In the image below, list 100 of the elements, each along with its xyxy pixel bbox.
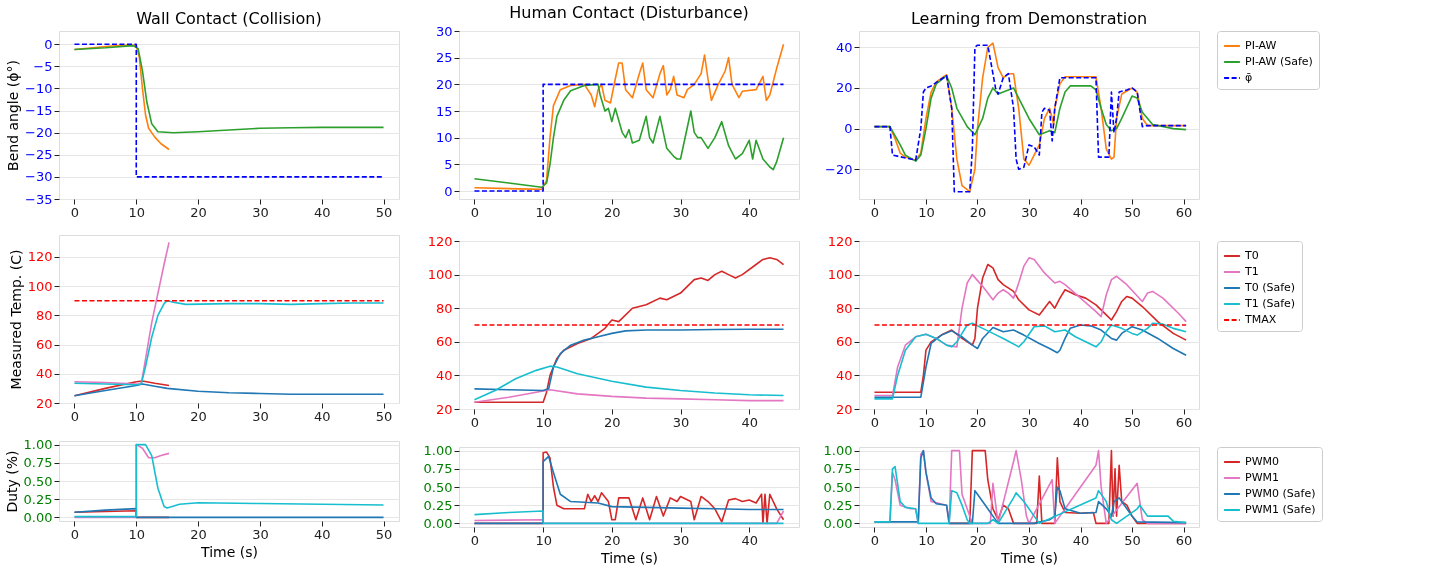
x-tick-label: 20 <box>190 204 207 220</box>
legend-label: T0 (Safe) <box>1244 281 1296 294</box>
x-tick-label: 30 <box>672 204 690 220</box>
chart-title: Wall Contact (Collision) <box>136 9 322 28</box>
legend-label: PWM1 (Safe) <box>1245 503 1316 516</box>
x-tick-label: 0 <box>470 532 480 548</box>
y-tick-label: 20 <box>835 80 853 96</box>
x-tick-label: 30 <box>252 408 269 424</box>
y-tick-label: 60 <box>35 337 53 353</box>
x-tick-label: 40 <box>1072 414 1090 430</box>
y-tick-label: 0.75 <box>823 461 853 477</box>
x-tick-label: 0 <box>70 526 80 542</box>
y-tick-label: −10 <box>25 80 53 96</box>
legend-label: φ̄ <box>1245 71 1253 84</box>
y-tick-label: 0 <box>444 183 453 199</box>
y-axis-title: Bend angle (ϕ°) <box>5 60 22 171</box>
x-tick-label: 0 <box>70 204 80 220</box>
x-tick-label: 50 <box>1124 414 1141 430</box>
x-tick-label: 20 <box>190 526 207 542</box>
x-tick-label: 30 <box>672 532 690 548</box>
y-tick-label: 1.00 <box>423 443 453 459</box>
y-tick-label: 0 <box>844 121 853 137</box>
chart-title: Human Contact (Disturbance) <box>509 3 749 22</box>
y-tick-label: 0.75 <box>23 455 53 471</box>
x-tick-label: 60 <box>1175 532 1193 548</box>
y-tick-label: 100 <box>27 278 53 294</box>
x-tick-label: 50 <box>375 408 393 424</box>
y-axis-title: Duty (%) <box>3 450 20 513</box>
x-tick-label: 10 <box>918 204 935 220</box>
y-tick-label: −35 <box>25 191 53 207</box>
legend-label: T0 <box>1244 249 1259 262</box>
x-tick-label: 40 <box>313 204 331 220</box>
x-tick-label: 10 <box>128 526 146 542</box>
x-tick-label: 20 <box>604 204 621 220</box>
y-tick-label: −20 <box>25 125 53 141</box>
y-tick-label: 10 <box>435 130 453 146</box>
y-tick-label: 0.25 <box>423 497 453 513</box>
legend-label: TMAX <box>1244 313 1277 326</box>
y-tick-label: 30 <box>435 23 453 39</box>
x-tick-label: 10 <box>535 414 552 430</box>
x-tick-label: 40 <box>1072 204 1090 220</box>
y-tick-label: 0.75 <box>423 461 453 477</box>
x-tick-label: 30 <box>252 204 269 220</box>
y-tick-label: 0.50 <box>823 479 853 495</box>
x-tick-label: 30 <box>1021 532 1038 548</box>
x-tick-label: 40 <box>741 204 758 220</box>
y-tick-label: 40 <box>435 367 453 383</box>
y-tick-label: 15 <box>435 103 453 119</box>
x-tick-label: 10 <box>128 204 146 220</box>
y-tick-label: 60 <box>835 334 853 350</box>
y-tick-label: 120 <box>27 249 53 265</box>
x-tick-label: 0 <box>470 414 480 430</box>
x-tick-label: 20 <box>604 532 621 548</box>
x-tick-label: 40 <box>313 408 331 424</box>
y-tick-label: 5 <box>444 156 453 172</box>
y-tick-label: 0.50 <box>23 473 53 489</box>
y-tick-label: −30 <box>25 169 53 185</box>
x-tick-label: 50 <box>375 204 393 220</box>
y-tick-label: 120 <box>827 233 853 249</box>
y-tick-label: 0.00 <box>823 515 853 531</box>
legend-label: PWM0 <box>1245 455 1279 468</box>
y-tick-label: 1.00 <box>823 443 853 459</box>
x-tick-label: 0 <box>870 532 880 548</box>
x-tick-label: 0 <box>870 204 880 220</box>
y-tick-label: 100 <box>827 267 853 283</box>
x-tick-label: 10 <box>535 204 552 220</box>
y-tick-label: 20 <box>35 395 53 411</box>
x-axis-title: Time (s) <box>200 543 258 560</box>
legend-label: PI-AW <box>1245 39 1277 52</box>
x-tick-label: 20 <box>604 414 621 430</box>
x-axis-title: Time (s) <box>600 549 658 566</box>
y-tick-label: 0.25 <box>23 491 53 507</box>
y-tick-label: 0 <box>44 36 53 52</box>
x-axis-title: Time (s) <box>1000 549 1058 566</box>
y-tick-label: 120 <box>427 233 453 249</box>
x-tick-label: 40 <box>741 414 758 430</box>
legend-label: T1 <box>1244 265 1259 278</box>
x-tick-label: 40 <box>741 532 758 548</box>
x-tick-label: 0 <box>870 414 880 430</box>
y-tick-label: 0.00 <box>423 515 453 531</box>
chart-title: Learning from Demonstration <box>910 8 1148 28</box>
x-tick-label: 50 <box>1124 204 1141 220</box>
legend-label: PI-AW (Safe) <box>1245 55 1313 68</box>
x-tick-label: 40 <box>1072 532 1090 548</box>
x-tick-label: 10 <box>128 408 146 424</box>
x-tick-label: 30 <box>252 526 269 542</box>
x-tick-label: 20 <box>969 204 987 220</box>
x-tick-label: 10 <box>918 532 935 548</box>
y-tick-label: 100 <box>427 267 453 283</box>
y-tick-label: 40 <box>835 39 853 55</box>
x-tick-label: 10 <box>535 532 552 548</box>
y-tick-label: 60 <box>435 334 453 350</box>
y-tick-label: 40 <box>835 367 853 383</box>
x-tick-label: 50 <box>375 526 393 542</box>
y-tick-label: 80 <box>435 300 453 316</box>
y-tick-label: 80 <box>35 307 53 323</box>
y-tick-label: 0.00 <box>23 509 53 525</box>
x-tick-label: 0 <box>70 408 80 424</box>
y-tick-label: −5 <box>33 58 53 74</box>
y-tick-label: 25 <box>435 50 453 66</box>
